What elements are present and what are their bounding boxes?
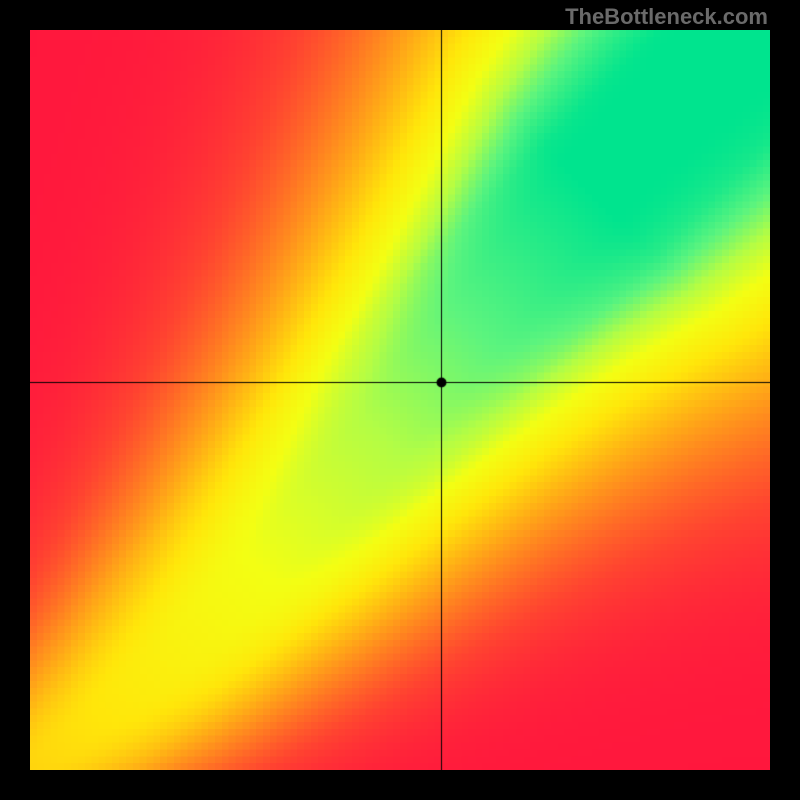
watermark-text: TheBottleneck.com <box>565 4 768 30</box>
crosshair-overlay <box>30 30 770 770</box>
chart-container: TheBottleneck.com <box>0 0 800 800</box>
